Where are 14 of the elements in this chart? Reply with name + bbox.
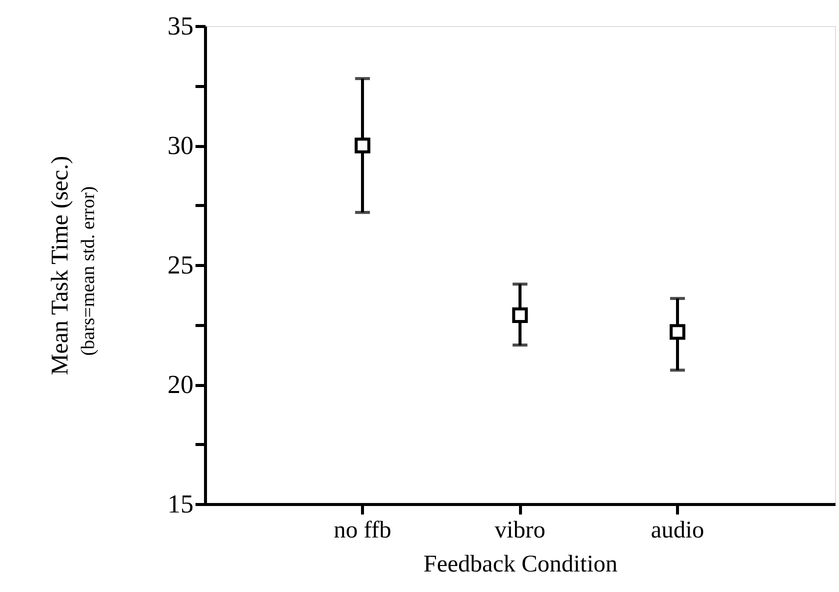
y-tick-label: 20 xyxy=(168,370,194,399)
y-tick-label: 25 xyxy=(168,250,194,280)
point xyxy=(354,138,370,154)
x-tick-label: vibro xyxy=(494,518,546,544)
y-axis-title: Mean Task Time (sec.) xyxy=(48,156,74,376)
x-tick-label: no ffb xyxy=(334,518,392,544)
x-tick-label: audio xyxy=(650,518,704,544)
point xyxy=(512,307,528,324)
point xyxy=(670,324,686,340)
y-tick-label: 30 xyxy=(168,131,194,160)
y-tick-label: 35 xyxy=(168,12,194,40)
x-axis-title: Feedback Condition xyxy=(424,552,618,578)
y-tick-label: 15 xyxy=(168,490,194,518)
text: (bars=mean std. error) xyxy=(78,186,99,356)
